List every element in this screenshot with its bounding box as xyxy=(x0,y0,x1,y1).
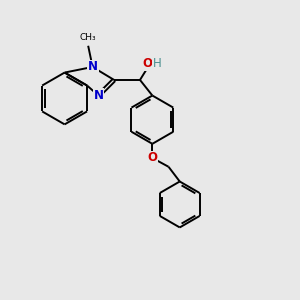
Text: N: N xyxy=(88,61,98,74)
Text: CH₃: CH₃ xyxy=(80,33,97,42)
Text: O: O xyxy=(142,57,153,70)
Text: O: O xyxy=(147,152,158,164)
Text: H: H xyxy=(153,57,161,70)
Text: N: N xyxy=(94,89,103,102)
